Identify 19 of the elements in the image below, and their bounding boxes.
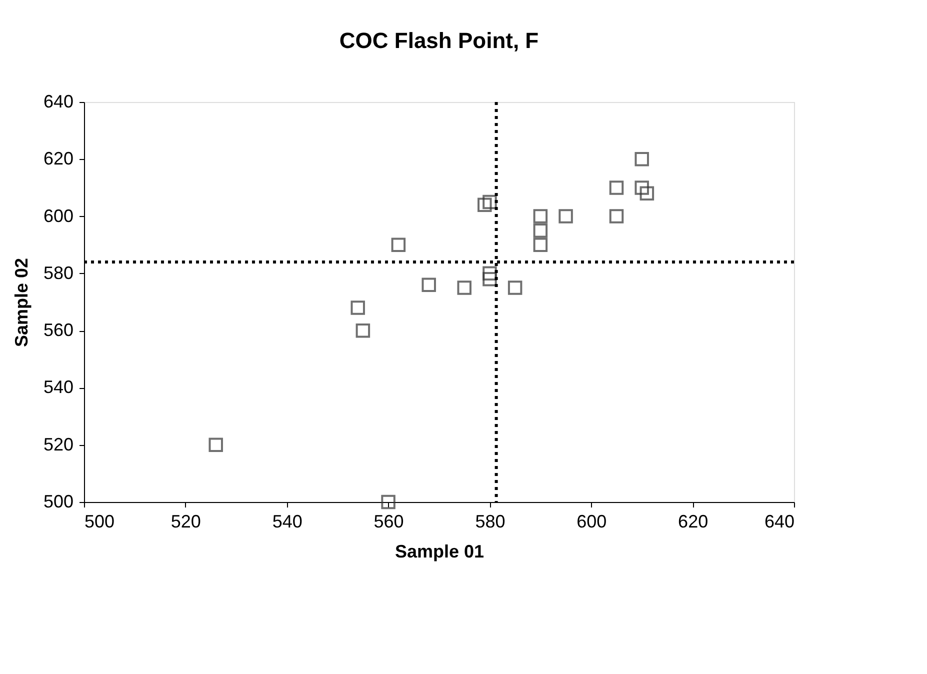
x-axis-title: Sample 01 [394, 542, 484, 562]
y-tick-label: 500 [43, 492, 74, 512]
x-tick-label: 620 [678, 512, 708, 532]
y-tick-label: 640 [43, 92, 74, 112]
x-tick-label: 560 [374, 512, 404, 532]
y-tick-label: 540 [43, 377, 74, 398]
y-tick-label: 580 [43, 262, 74, 283]
y-tick-label: 560 [43, 320, 74, 340]
x-tick-label: 540 [272, 512, 302, 532]
y-axis-title: Sample 02 [11, 258, 32, 348]
x-tick-label: 580 [475, 512, 506, 532]
y-tick-label: 620 [43, 148, 74, 169]
chart-title: COC Flash Point, F [339, 28, 539, 53]
y-tick-label: 520 [43, 434, 74, 454]
x-tick-label: 500 [84, 512, 115, 532]
x-tick-label: 640 [764, 512, 794, 532]
x-tick-label: 520 [170, 512, 201, 532]
x-tick-label: 600 [576, 512, 607, 532]
y-tick-label: 600 [43, 206, 74, 226]
